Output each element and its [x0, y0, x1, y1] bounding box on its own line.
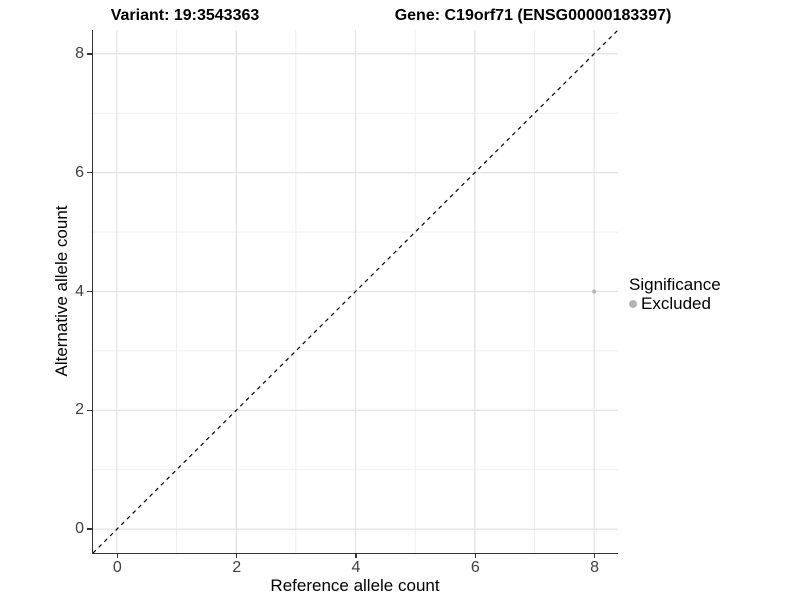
gene-title: Gene: C19orf71 (ENSG00000183397): [394, 7, 672, 24]
x-tick-mark: [116, 553, 119, 558]
y-axis-title: Alternative allele count: [52, 205, 71, 377]
x-tick-mark: [355, 553, 357, 558]
y-tick-label: 6: [75, 163, 84, 181]
data-point: [592, 289, 597, 294]
x-axis-title: Reference allele count: [270, 576, 440, 595]
y-tick-label: 0: [75, 520, 84, 538]
x-tick-label: 4: [351, 559, 361, 576]
legend: Significance Excluded: [629, 276, 721, 313]
x-tick-label: 2: [232, 559, 242, 576]
x-tick-label: 8: [590, 559, 600, 576]
plot-panel: [92, 30, 618, 554]
y-tick-mark: [87, 171, 92, 174]
y-tick-mark: [87, 53, 92, 55]
legend-item-label: Excluded: [641, 294, 711, 313]
x-tick-mark: [235, 553, 238, 558]
variant-title: Variant: 19:3543363: [110, 7, 260, 24]
legend-title: Significance: [629, 275, 721, 294]
y-tick-label: 2: [75, 401, 84, 419]
x-tick-label: 0: [112, 559, 122, 576]
x-tick-mark: [474, 553, 477, 558]
legend-item-excluded: Excluded: [629, 295, 721, 313]
x-tick-mark: [593, 553, 596, 558]
excluded-point-icon: [629, 300, 637, 308]
y-tick-label: 8: [75, 44, 84, 62]
identity-reference-line: [93, 30, 618, 553]
chart-area: [93, 30, 618, 553]
y-tick-mark: [87, 528, 92, 530]
x-tick-label: 6: [470, 559, 480, 576]
y-tick-label: 4: [75, 282, 84, 300]
y-tick-mark: [87, 409, 92, 412]
y-tick-mark: [87, 290, 92, 293]
